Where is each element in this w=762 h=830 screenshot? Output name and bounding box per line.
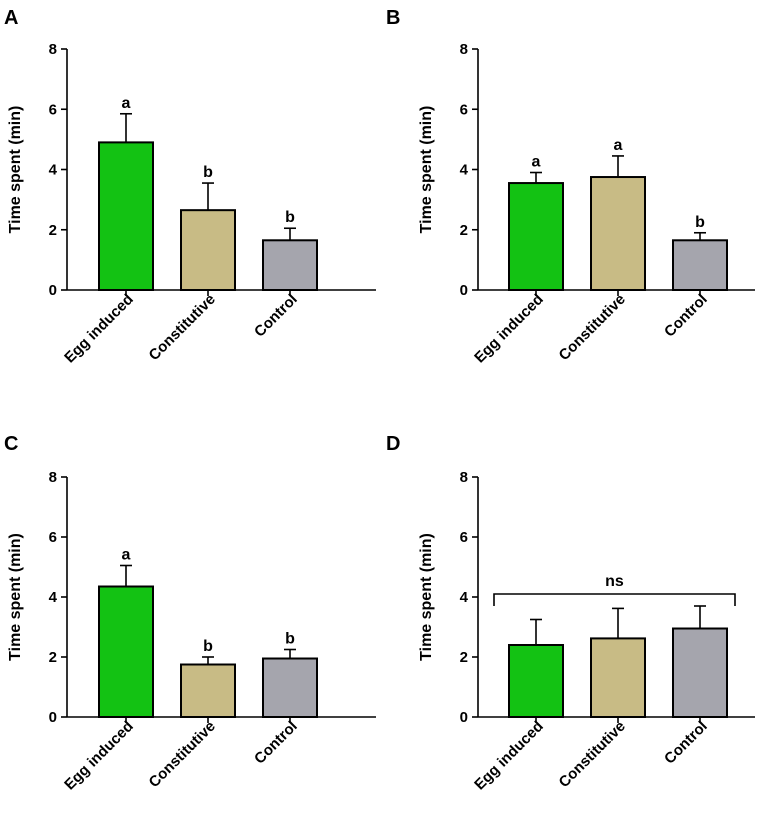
panel-letter: B (386, 7, 400, 29)
y-tick-label: 0 (49, 282, 57, 299)
bar-1 (180, 663, 236, 718)
y-axis-label: Time spent (min) (418, 533, 435, 661)
bar-2 (672, 627, 728, 718)
y-tick-label: 2 (49, 222, 57, 239)
y-tick-label: 0 (460, 282, 468, 299)
bar-0 (508, 182, 564, 291)
bar-1 (180, 209, 236, 291)
y-tick-label: 6 (49, 529, 57, 546)
significance-letter: a (532, 154, 541, 171)
category-label: Control (251, 291, 301, 341)
y-tick-label: 8 (460, 41, 468, 58)
significance-bracket-label: ns (605, 573, 624, 590)
category-label: Constitutive (556, 291, 629, 364)
y-tick-label: 6 (460, 529, 468, 546)
bar-0 (508, 644, 564, 718)
y-tick-label: 8 (460, 469, 468, 486)
chart-panel-c: C 0 2 4 6 8 Time spent (min) a Egg induced b Const… (4, 433, 376, 793)
panel-letter: C (4, 433, 18, 455)
significance-letter: a (614, 137, 623, 154)
bar-0 (98, 585, 154, 718)
chart-panel-b: B 0 2 4 6 8 Time spent (min) a Egg induced a Const… (386, 7, 755, 366)
y-tick-label: 2 (49, 649, 57, 666)
category-label: Constitutive (146, 291, 219, 364)
category-label: Control (661, 718, 711, 768)
category-label: Control (251, 718, 301, 768)
y-axis-label: Time spent (min) (418, 106, 435, 234)
y-tick-label: 4 (49, 589, 58, 606)
significance-bracket (493, 593, 736, 606)
y-axis-label: Time spent (min) (7, 106, 24, 234)
panel-letter: A (4, 7, 18, 29)
category-label: Constitutive (146, 718, 219, 791)
chart-panel-d: D 0 2 4 6 8 Time spent (min) Egg induced Constit… (386, 433, 755, 793)
y-tick-label: 2 (460, 222, 468, 239)
bar-2 (262, 657, 318, 718)
bar-2 (262, 239, 318, 291)
category-label: Constitutive (556, 718, 629, 791)
y-tick-label: 6 (49, 101, 57, 118)
significance-letter: b (203, 638, 213, 655)
y-tick-label: 0 (49, 709, 57, 726)
bar-0 (98, 141, 154, 291)
category-label: Egg induced (61, 291, 137, 367)
y-tick-label: 2 (460, 649, 468, 666)
significance-letter: b (285, 209, 295, 226)
y-axis-label: Time spent (min) (7, 533, 24, 661)
significance-letter: b (285, 631, 295, 648)
significance-letter: b (695, 214, 705, 231)
y-tick-label: 8 (49, 469, 57, 486)
bar-1 (590, 637, 646, 719)
y-tick-label: 4 (460, 162, 469, 179)
y-tick-label: 4 (49, 162, 58, 179)
y-tick-label: 8 (49, 41, 57, 58)
category-label: Egg induced (471, 291, 547, 367)
category-label: Egg induced (61, 718, 137, 794)
significance-letter: a (122, 95, 131, 112)
significance-letter: a (122, 547, 131, 564)
panel-letter: D (386, 433, 400, 455)
chart-panel-a: A 0 2 4 6 8 Time spent (min) a Egg induced b Const… (4, 7, 376, 366)
bar-2 (672, 239, 728, 291)
bar-1 (590, 176, 646, 291)
y-tick-label: 0 (460, 709, 468, 726)
y-tick-label: 6 (460, 101, 468, 118)
category-label: Egg induced (471, 718, 547, 794)
y-tick-label: 4 (460, 589, 469, 606)
significance-letter: b (203, 164, 213, 181)
category-label: Control (661, 291, 711, 341)
